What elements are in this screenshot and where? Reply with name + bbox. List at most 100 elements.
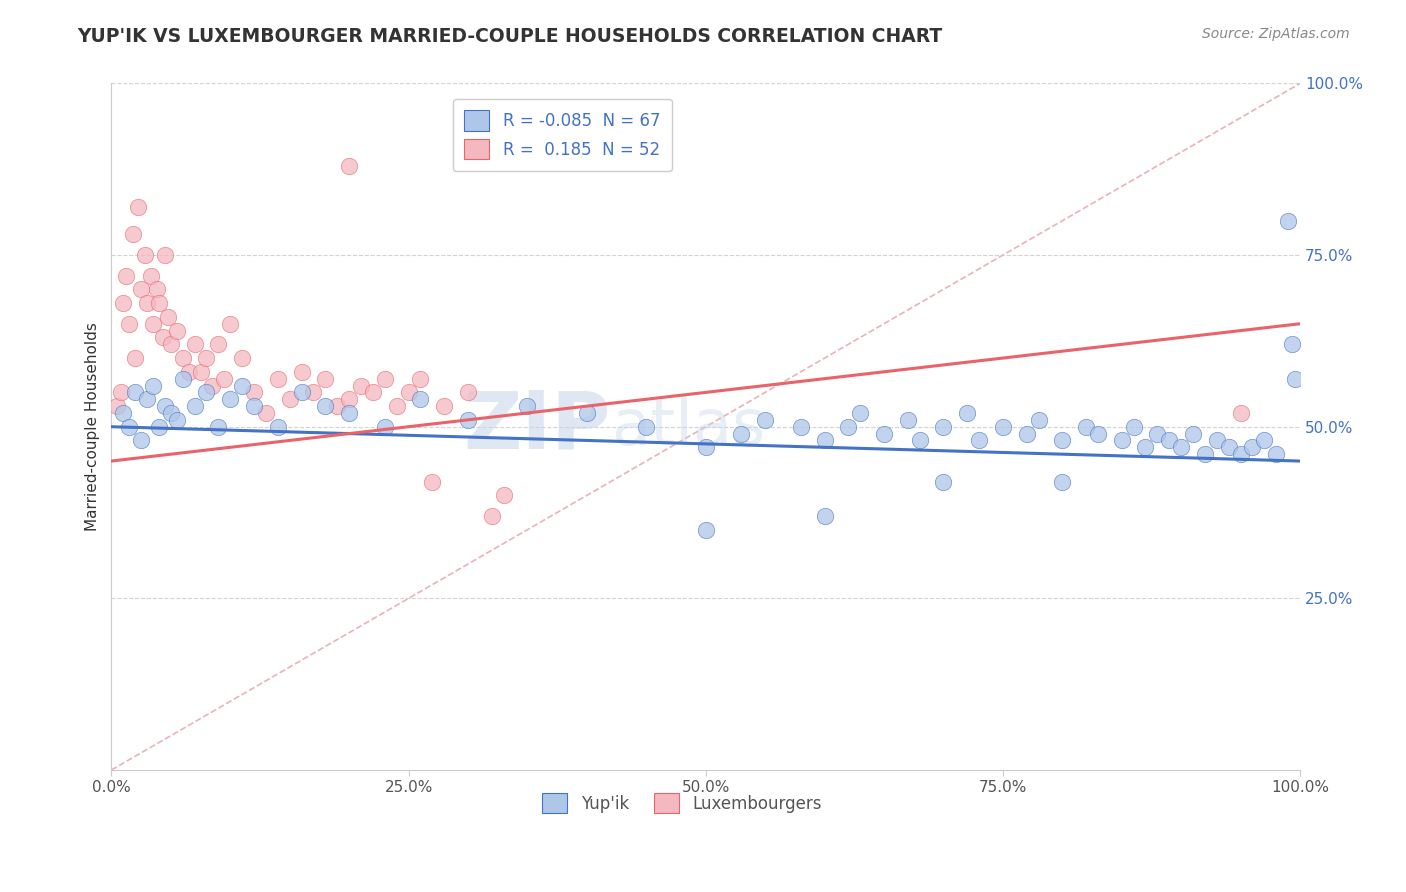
Point bbox=[195, 351, 218, 365]
Point bbox=[374, 372, 396, 386]
Point bbox=[516, 399, 538, 413]
Point bbox=[695, 523, 717, 537]
Text: atlas: atlas bbox=[610, 396, 765, 458]
Point bbox=[114, 268, 136, 283]
Point bbox=[183, 399, 205, 413]
Point bbox=[136, 296, 159, 310]
Point bbox=[433, 399, 456, 413]
Point bbox=[166, 413, 188, 427]
Point bbox=[195, 385, 218, 400]
Point bbox=[1135, 440, 1157, 454]
Point bbox=[112, 406, 135, 420]
Point bbox=[481, 508, 503, 523]
Point bbox=[337, 406, 360, 420]
Point bbox=[1194, 447, 1216, 461]
Point bbox=[1182, 426, 1205, 441]
Point bbox=[457, 413, 479, 427]
Point bbox=[350, 378, 373, 392]
Point bbox=[134, 248, 156, 262]
Point bbox=[142, 317, 165, 331]
Point bbox=[110, 385, 132, 400]
Text: ZIP: ZIP bbox=[464, 388, 610, 466]
Point bbox=[1146, 426, 1168, 441]
Point bbox=[1277, 213, 1299, 227]
Text: YUP'IK VS LUXEMBOURGER MARRIED-COUPLE HOUSEHOLDS CORRELATION CHART: YUP'IK VS LUXEMBOURGER MARRIED-COUPLE HO… bbox=[77, 27, 942, 45]
Point bbox=[153, 399, 176, 413]
Point bbox=[291, 385, 314, 400]
Point bbox=[157, 310, 180, 324]
Point bbox=[153, 248, 176, 262]
Point bbox=[1265, 447, 1288, 461]
Point bbox=[124, 351, 146, 365]
Point bbox=[231, 378, 253, 392]
Point bbox=[105, 399, 128, 413]
Point bbox=[1241, 440, 1264, 454]
Point bbox=[1253, 434, 1275, 448]
Point bbox=[214, 372, 236, 386]
Point bbox=[243, 385, 266, 400]
Point bbox=[291, 365, 314, 379]
Point bbox=[207, 337, 229, 351]
Point bbox=[267, 419, 290, 434]
Point bbox=[136, 392, 159, 407]
Point bbox=[142, 378, 165, 392]
Point bbox=[302, 385, 325, 400]
Point bbox=[183, 337, 205, 351]
Point bbox=[385, 399, 408, 413]
Point bbox=[1281, 337, 1303, 351]
Point bbox=[326, 399, 349, 413]
Point bbox=[127, 200, 149, 214]
Point bbox=[1205, 434, 1227, 448]
Point bbox=[139, 268, 162, 283]
Point bbox=[1052, 434, 1074, 448]
Point bbox=[145, 282, 167, 296]
Point bbox=[837, 419, 859, 434]
Point bbox=[118, 317, 141, 331]
Point bbox=[956, 406, 979, 420]
Point bbox=[932, 475, 955, 489]
Point bbox=[148, 296, 170, 310]
Point bbox=[457, 385, 479, 400]
Point bbox=[967, 434, 990, 448]
Point bbox=[112, 296, 135, 310]
Point bbox=[172, 351, 194, 365]
Point bbox=[1159, 434, 1181, 448]
Point bbox=[730, 426, 752, 441]
Point bbox=[201, 378, 224, 392]
Point bbox=[790, 419, 813, 434]
Point bbox=[575, 406, 598, 420]
Point bbox=[314, 399, 336, 413]
Point bbox=[897, 413, 920, 427]
Point bbox=[409, 392, 432, 407]
Point bbox=[1284, 372, 1306, 386]
Point bbox=[849, 406, 872, 420]
Point bbox=[177, 365, 200, 379]
Point bbox=[172, 372, 194, 386]
Point bbox=[267, 372, 290, 386]
Point bbox=[124, 385, 146, 400]
Point bbox=[254, 406, 277, 420]
Point bbox=[160, 337, 183, 351]
Point bbox=[190, 365, 212, 379]
Point bbox=[374, 419, 396, 434]
Point bbox=[636, 419, 658, 434]
Point bbox=[1229, 447, 1251, 461]
Point bbox=[1087, 426, 1109, 441]
Point bbox=[932, 419, 955, 434]
Point bbox=[409, 372, 432, 386]
Point bbox=[813, 434, 835, 448]
Point bbox=[1052, 475, 1074, 489]
Point bbox=[361, 385, 384, 400]
Point bbox=[160, 406, 183, 420]
Point bbox=[219, 317, 242, 331]
Point bbox=[148, 419, 170, 434]
Point bbox=[314, 372, 336, 386]
Text: Source: ZipAtlas.com: Source: ZipAtlas.com bbox=[1202, 27, 1350, 41]
Point bbox=[398, 385, 420, 400]
Point bbox=[337, 159, 360, 173]
Point bbox=[1229, 406, 1251, 420]
Point bbox=[129, 282, 152, 296]
Point bbox=[219, 392, 242, 407]
Point bbox=[1028, 413, 1050, 427]
Point bbox=[1170, 440, 1192, 454]
